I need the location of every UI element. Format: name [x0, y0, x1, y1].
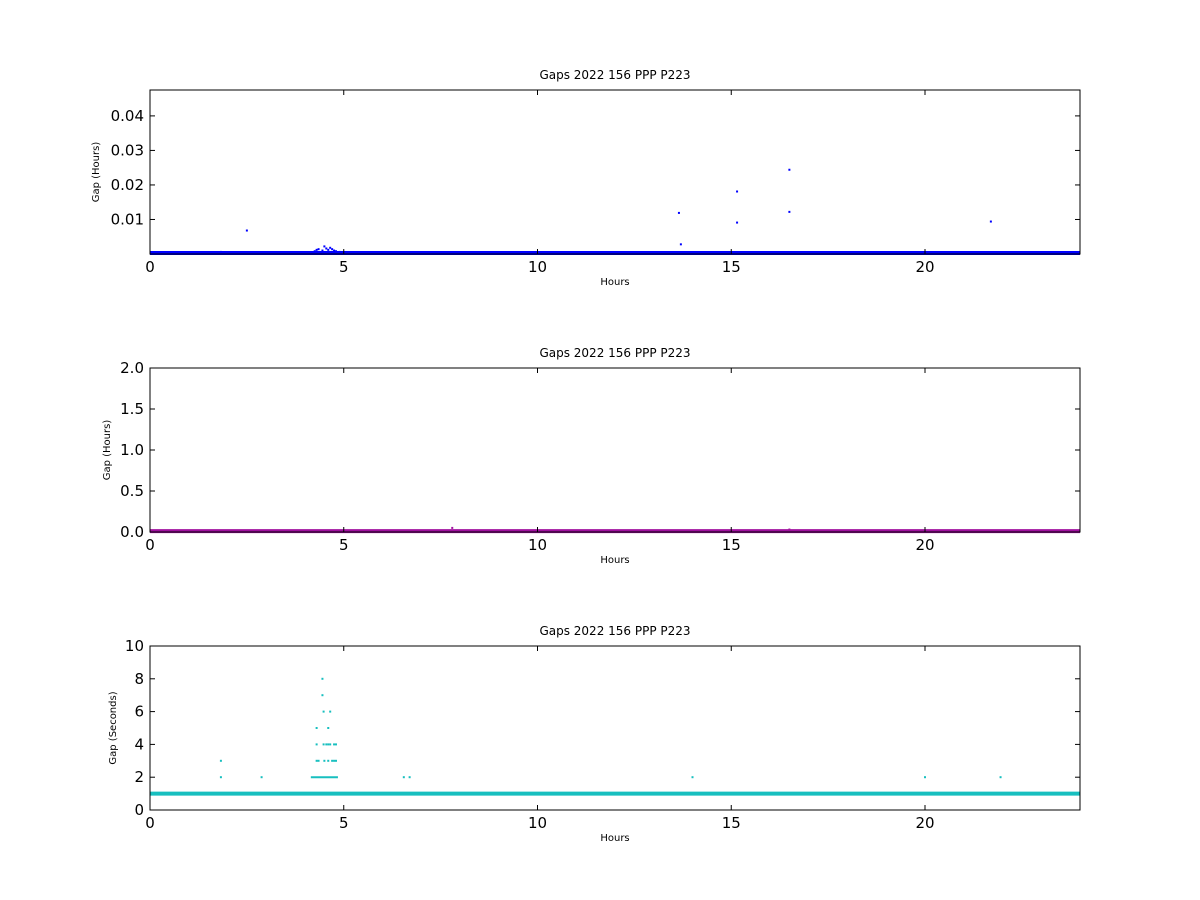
plot-area	[150, 90, 1080, 254]
data-point	[321, 677, 324, 680]
data-point	[322, 743, 325, 746]
x-tick-label: 20	[915, 258, 934, 276]
data-point	[325, 247, 328, 250]
x-tick-label: 15	[722, 536, 741, 554]
x-tick-label: 10	[528, 814, 547, 832]
data-point	[338, 250, 341, 253]
chart-title: Gaps 2022 156 PPP P223	[539, 346, 690, 360]
data-point	[335, 743, 337, 746]
data-point	[323, 245, 326, 248]
data-point	[333, 249, 336, 252]
data-point	[260, 776, 263, 779]
x-tick-label: 10	[528, 536, 547, 554]
data-point	[788, 210, 791, 213]
data-point	[317, 248, 320, 251]
data-point	[323, 759, 326, 762]
plot-area	[150, 646, 1080, 810]
x-tick-label: 5	[339, 814, 349, 832]
data-point	[402, 776, 405, 779]
data-point	[331, 759, 334, 762]
y-tick-label: 0.5	[120, 482, 144, 500]
chart-title: Gaps 2022 156 PPP P223	[539, 68, 690, 82]
y-axis-label: Gap (Hours)	[102, 420, 113, 481]
y-tick-label: 0.03	[111, 141, 144, 159]
data-point	[245, 229, 248, 232]
plot-area	[150, 368, 1080, 532]
data-point	[736, 190, 739, 193]
data-point	[327, 759, 330, 762]
data-point	[327, 743, 330, 746]
data-point	[325, 743, 328, 746]
data-point	[999, 776, 1002, 779]
chart-panel-1: 0 5 10 15 20 0.01 0.02 0.03 0.04 Gaps 2022 156 PP…	[91, 68, 1081, 288]
data-point	[315, 727, 318, 729]
y-tick-label: 0.04	[111, 107, 144, 125]
data-point	[451, 526, 454, 529]
data-point	[329, 710, 332, 713]
chart-panel-2: 0 5 10 15 20 0.0 0.5 1.0 1.5 2.0 Gaps 2022 156 PPP…	[102, 346, 1081, 566]
data-point	[331, 248, 334, 251]
y-tick-label: 0.0	[120, 523, 144, 541]
chart-panel-3: 0 5 10 15 20 0 2 4 6 8 10 Gaps 2022 156 PPP P223 Hou…	[108, 624, 1081, 844]
x-tick-label: 5	[339, 536, 349, 554]
data-point	[327, 727, 330, 729]
data-point	[788, 528, 791, 531]
y-tick-label: 2	[134, 768, 144, 786]
data-point	[408, 776, 411, 779]
x-tick-label: 10	[528, 258, 547, 276]
data-point	[219, 250, 222, 253]
plot-frame	[149, 645, 1081, 811]
y-tick-label: 0.01	[111, 210, 144, 228]
data-point	[736, 221, 739, 224]
x-tick-label: 0	[145, 814, 155, 832]
plot-frame	[149, 89, 1081, 255]
data-point	[329, 743, 332, 746]
y-tick-label: 6	[134, 703, 144, 721]
data-point	[219, 776, 222, 779]
y-tick-label: 1.5	[120, 400, 144, 418]
data-point	[335, 250, 337, 253]
data-point	[677, 211, 680, 214]
y-tick-label: 2.0	[120, 359, 144, 377]
y-tick-label: 8	[134, 670, 144, 688]
x-tick-label: 20	[915, 814, 934, 832]
x-tick-label: 15	[722, 814, 741, 832]
chart-title: Gaps 2022 156 PPP P223	[539, 624, 690, 638]
data-point	[321, 694, 324, 697]
data-point	[335, 759, 337, 762]
data-point	[327, 248, 330, 251]
y-tick-label: 0	[134, 801, 144, 819]
data-point	[691, 776, 694, 779]
data-point	[219, 759, 222, 762]
data-point	[321, 249, 324, 252]
data-point	[989, 220, 992, 223]
data-point	[315, 759, 318, 762]
data-point	[317, 759, 320, 762]
x-tick-label: 20	[915, 536, 934, 554]
x-tick-label: 0	[145, 258, 155, 276]
data-point	[315, 743, 318, 746]
y-tick-label: 0.02	[111, 176, 144, 194]
data-point	[333, 743, 336, 746]
data-point	[322, 710, 325, 713]
y-axis-label: Gap (Hours)	[91, 142, 102, 203]
data-point	[788, 168, 791, 171]
data-point	[329, 246, 332, 249]
x-axis-label: Hours	[600, 833, 629, 844]
x-tick-label: 5	[339, 258, 349, 276]
x-axis-label: Hours	[600, 277, 629, 288]
data-point	[924, 776, 926, 779]
y-axis-label: Gap (Seconds)	[108, 691, 119, 764]
data-point	[313, 250, 316, 253]
y-tick-label: 4	[134, 735, 144, 753]
y-tick-label: 10	[125, 637, 144, 655]
y-tick-label: 1.0	[120, 441, 144, 459]
x-axis-label: Hours	[600, 555, 629, 566]
x-tick-label: 0	[145, 536, 155, 554]
data-point	[315, 248, 318, 251]
data-point	[679, 243, 682, 246]
data-point	[333, 759, 336, 762]
x-tick-label: 15	[722, 258, 741, 276]
